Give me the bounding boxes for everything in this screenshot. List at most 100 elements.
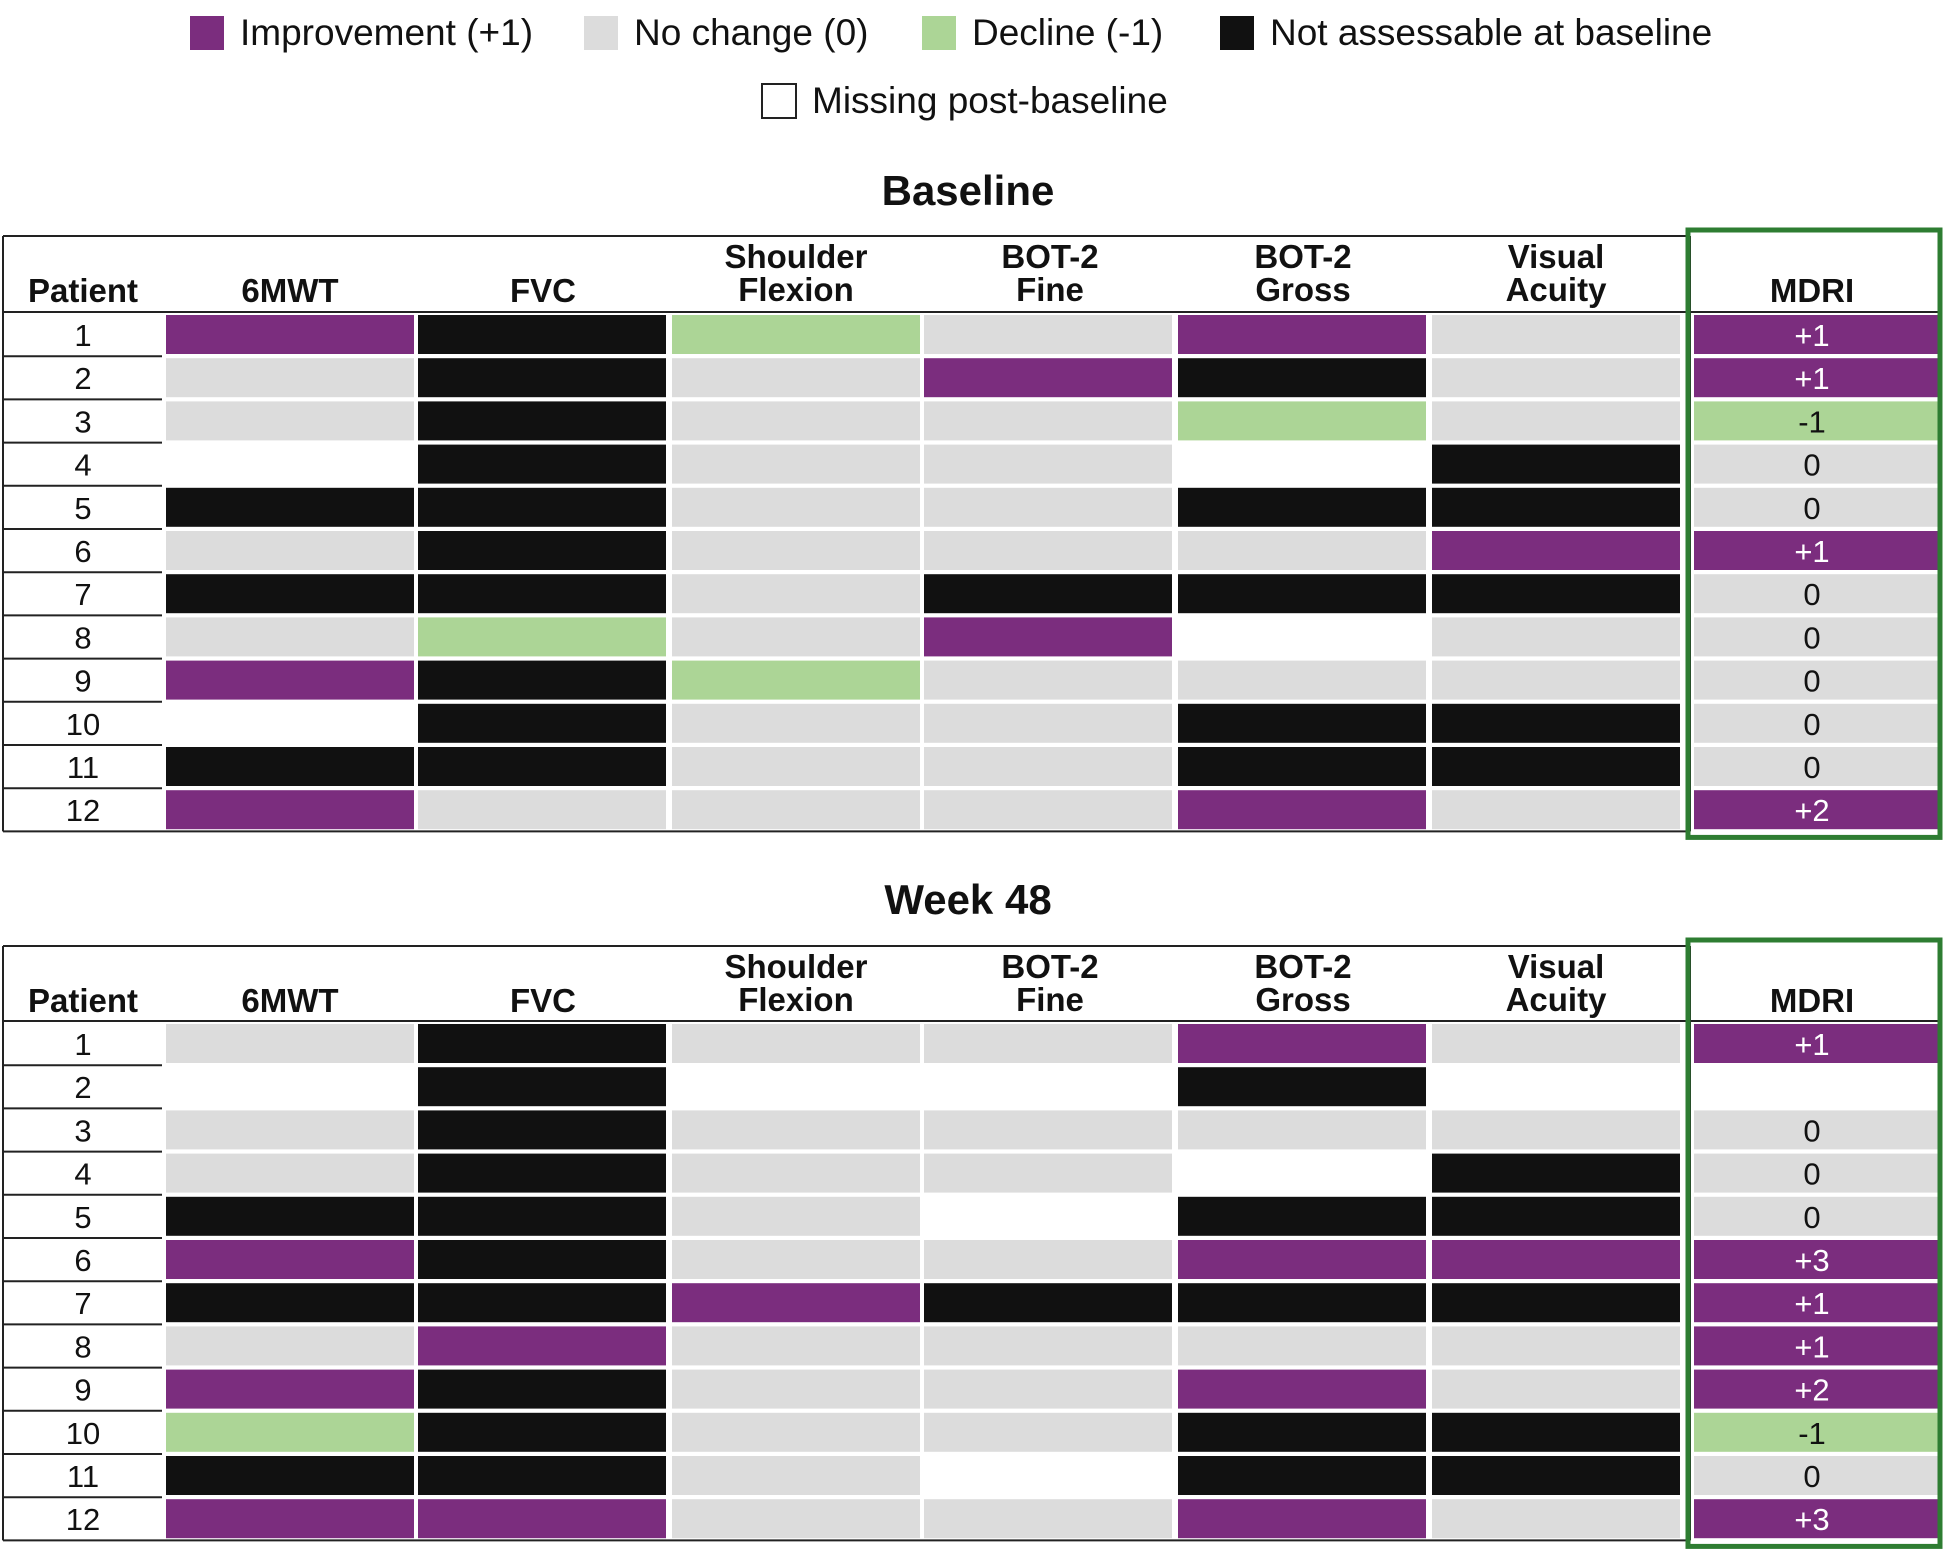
panel-2-cell-r3-c6-nc bbox=[1432, 1110, 1680, 1150]
panel-1-cell-r8-c1-nc bbox=[166, 617, 414, 657]
panel-1-cell-r12-c2-nc bbox=[418, 790, 666, 830]
panel-2-patient-12: 12 bbox=[66, 1502, 100, 1537]
panel-1-cell-r6-c2-na bbox=[418, 531, 666, 570]
panel-1-cell-r2-c6-nc bbox=[1432, 358, 1680, 398]
panel-1-mdri-value-5: 0 bbox=[1803, 491, 1820, 526]
panel-2-cell-r1-c5-imp bbox=[1178, 1024, 1426, 1063]
panel-2-cell-r1-c1-nc bbox=[166, 1024, 414, 1063]
panel-1-mdri-value-10: 0 bbox=[1803, 707, 1820, 742]
panel-2-mdri-value-12: +3 bbox=[1794, 1502, 1829, 1537]
panel-2-cell-r6-c3-nc bbox=[672, 1240, 920, 1279]
panel-2-col-header-5-1: Gross bbox=[1255, 981, 1350, 1018]
panel-1-cell-r10-c3-nc bbox=[672, 703, 920, 743]
panel-2-patient-2: 2 bbox=[74, 1070, 91, 1105]
panel-2-cell-r9-c4-nc bbox=[924, 1369, 1172, 1409]
panel-2-cell-r6-c1-imp bbox=[166, 1240, 414, 1279]
panel-1-cell-r1-c2-na bbox=[418, 315, 666, 354]
panel-2-mdri-value-6: +3 bbox=[1794, 1243, 1829, 1278]
panel-2-cell-r11-c2-na bbox=[418, 1456, 666, 1495]
panel-1-cell-r12-c5-imp bbox=[1178, 790, 1426, 830]
panel-2-cell-r9-c6-nc bbox=[1432, 1369, 1680, 1409]
panel-2-cell-r10-c6-na bbox=[1432, 1412, 1680, 1452]
legend-swatch-nc bbox=[584, 16, 618, 50]
panel-2-patient-1: 1 bbox=[74, 1027, 91, 1062]
panel-2-cell-r4-c4-nc bbox=[924, 1153, 1172, 1193]
panel-1-mdri-cell-6 bbox=[1694, 531, 1942, 570]
panel-1-mdri-value-7: 0 bbox=[1803, 577, 1820, 612]
panel-1-cell-r4-c5-miss bbox=[1178, 444, 1426, 484]
panel-1-cell-r11-c3-nc bbox=[672, 747, 920, 786]
panel-2-cell-r5-c5-na bbox=[1178, 1196, 1426, 1236]
panel-1-patient-5: 5 bbox=[74, 491, 91, 526]
panel-2-cell-r12-c4-nc bbox=[924, 1499, 1172, 1539]
panel-2-mdri-value-3: 0 bbox=[1803, 1113, 1820, 1148]
panel-1-mdri-value-9: 0 bbox=[1803, 664, 1820, 699]
panel-2-cell-r7-c1-na bbox=[166, 1283, 414, 1323]
panel-1-cell-r9-c1-imp bbox=[166, 660, 414, 700]
panel-1-cell-r5-c3-nc bbox=[672, 487, 920, 527]
panel-2-col-header-5-0: BOT-2 bbox=[1254, 948, 1351, 985]
panel-2-patient-8: 8 bbox=[74, 1329, 91, 1364]
panel-2-cell-r11-c3-nc bbox=[672, 1456, 920, 1495]
panel-1-cell-r6-c5-nc bbox=[1178, 531, 1426, 570]
panel-2-col-header-6-0: Visual bbox=[1508, 948, 1605, 985]
panel-1-cell-r7-c4-na bbox=[924, 574, 1172, 614]
legend-label-na: Not assessable at baseline bbox=[1270, 12, 1712, 53]
panel-2-mdri-cell-10 bbox=[1694, 1412, 1942, 1452]
panel-1-cell-r1-c5-imp bbox=[1178, 315, 1426, 354]
panel-2-cell-r4-c6-na bbox=[1432, 1153, 1680, 1193]
panel-1-col-header-4-0: BOT-2 bbox=[1001, 238, 1098, 275]
panel-1-mdri-box bbox=[1685, 227, 1943, 840]
panel-1-patient-4: 4 bbox=[74, 448, 91, 483]
panel-1-cell-r10-c4-nc bbox=[924, 703, 1172, 743]
panel-1-cell-r1-c4-nc bbox=[924, 315, 1172, 354]
panel-1-cell-r7-c3-nc bbox=[672, 574, 920, 614]
panel-1-cell-r12-c3-nc bbox=[672, 790, 920, 830]
panel-2-cell-r6-c5-imp bbox=[1178, 1240, 1426, 1279]
panel-2-cell-r8-c2-imp bbox=[418, 1326, 666, 1366]
panel-2-mdri-value-10: -1 bbox=[1798, 1416, 1826, 1451]
panel-1-mdri-value-12: +2 bbox=[1794, 793, 1829, 828]
panel-1-patient-8: 8 bbox=[74, 620, 91, 655]
panel-1-cell-r4-c2-na bbox=[418, 444, 666, 484]
panel-1-cell-r3-c4-nc bbox=[924, 401, 1172, 441]
panel-2-cell-r12-c2-imp bbox=[418, 1499, 666, 1539]
panel-1-cell-r5-c2-na bbox=[418, 487, 666, 527]
panel-1-mdri-value-2: +1 bbox=[1794, 361, 1829, 396]
panel-2-cell-r5-c3-nc bbox=[672, 1196, 920, 1236]
panel-2-cell-r9-c5-imp bbox=[1178, 1369, 1426, 1409]
panel-2-cell-r4-c1-nc bbox=[166, 1153, 414, 1193]
panel-2-cell-r4-c5-miss bbox=[1178, 1153, 1426, 1193]
panel-2-cell-r4-c3-nc bbox=[672, 1153, 920, 1193]
panel-2-cell-r7-c4-na bbox=[924, 1283, 1172, 1323]
panel-2-cell-r2-c2-na bbox=[418, 1067, 666, 1107]
panel-2-patient-7: 7 bbox=[74, 1286, 91, 1321]
panel-1-patient-11: 11 bbox=[67, 750, 99, 785]
panel-2-patient-9: 9 bbox=[74, 1373, 91, 1408]
panel-1-mdri-value-11: 0 bbox=[1803, 750, 1820, 785]
panel-1-cell-r11-c5-na bbox=[1178, 747, 1426, 786]
panel-2-cell-r6-c6-imp bbox=[1432, 1240, 1680, 1279]
panel-1-mdri-cell-2 bbox=[1694, 358, 1942, 398]
panel-2-patient-11: 11 bbox=[67, 1459, 99, 1494]
panel-2-cell-r6-c2-na bbox=[418, 1240, 666, 1279]
panel-2-cell-r12-c1-imp bbox=[166, 1499, 414, 1539]
panel-2-cell-r1-c2-na bbox=[418, 1024, 666, 1063]
panel-2-mdri-box bbox=[1685, 937, 1943, 1549]
panel-1-cell-r8-c3-nc bbox=[672, 617, 920, 657]
panel-2-col-header-2-0: FVC bbox=[510, 982, 576, 1019]
legend-label-dec: Decline (-1) bbox=[972, 12, 1163, 53]
panel-1-mdri-cell-9 bbox=[1694, 660, 1942, 700]
panel-1-cell-r11-c1-na bbox=[166, 747, 414, 786]
panel-2-mdri-cell-2 bbox=[1694, 1067, 1942, 1107]
panel-1-cell-r11-c2-na bbox=[418, 747, 666, 786]
panel-2-cell-r8-c6-nc bbox=[1432, 1326, 1680, 1366]
panel-2-cell-r1-c6-nc bbox=[1432, 1024, 1680, 1063]
panel-1-col-header-6-0: Visual bbox=[1508, 238, 1605, 275]
panel-1-cell-r6-c6-imp bbox=[1432, 531, 1680, 570]
panel-2-cell-r3-c5-nc bbox=[1178, 1110, 1426, 1150]
panel-2-cell-r5-c2-na bbox=[418, 1196, 666, 1236]
panel-2-cell-r12-c3-nc bbox=[672, 1499, 920, 1539]
